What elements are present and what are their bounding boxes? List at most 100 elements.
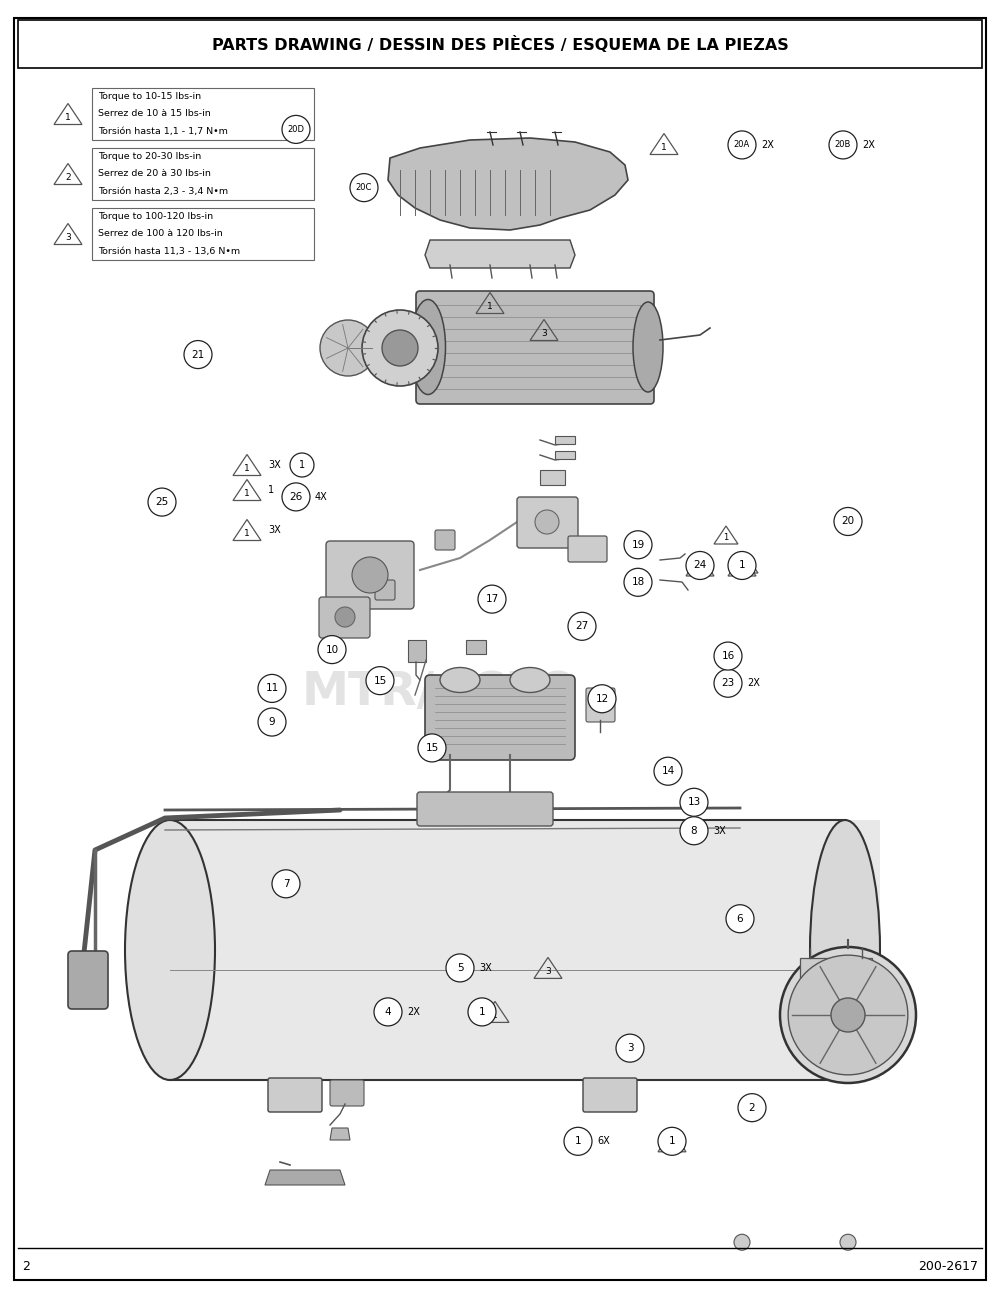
Bar [170, 820, 880, 1080]
Text: 2: 2 [22, 1259, 30, 1272]
Ellipse shape [510, 668, 550, 692]
Text: 1: 1 [244, 489, 250, 498]
Circle shape [840, 1234, 856, 1250]
Text: 2: 2 [65, 172, 71, 181]
Text: 10: 10 [325, 644, 339, 655]
Text: 11: 11 [265, 683, 279, 694]
Text: 9: 9 [269, 717, 275, 727]
Text: 4X: 4X [315, 492, 328, 502]
Circle shape [382, 330, 418, 366]
Bar [540, 470, 565, 485]
Bar [92, 88, 314, 140]
Text: 1: 1 [697, 564, 703, 573]
Text: 1: 1 [669, 1136, 675, 1146]
Circle shape [780, 947, 916, 1083]
Text: 2X: 2X [862, 140, 875, 150]
Text: 1: 1 [575, 1136, 581, 1146]
Text: 20B: 20B [835, 141, 851, 149]
Circle shape [728, 131, 756, 159]
Text: 24: 24 [693, 560, 707, 571]
Text: Serrez de 10 à 15 lbs-in: Serrez de 10 à 15 lbs-in [98, 110, 211, 119]
Circle shape [535, 510, 559, 534]
Bar [555, 452, 575, 459]
Circle shape [588, 685, 616, 713]
Text: 1: 1 [669, 1140, 675, 1149]
FancyBboxPatch shape [68, 951, 108, 1009]
Bar [555, 436, 575, 444]
FancyBboxPatch shape [583, 1078, 637, 1112]
Circle shape [714, 669, 742, 697]
Text: 1: 1 [479, 1007, 485, 1017]
Text: 2X: 2X [747, 678, 760, 688]
Text: 6: 6 [737, 914, 743, 924]
Circle shape [624, 568, 652, 597]
Bar [92, 148, 314, 201]
Text: Serrez de 100 à 120 lbs-in: Serrez de 100 à 120 lbs-in [98, 229, 223, 238]
Text: 1: 1 [743, 562, 749, 571]
Circle shape [568, 612, 596, 641]
Text: 3: 3 [65, 233, 71, 242]
Bar [408, 641, 426, 663]
Circle shape [366, 666, 394, 695]
Circle shape [831, 998, 865, 1033]
Circle shape [726, 905, 754, 933]
Bar [466, 641, 486, 653]
Bar [800, 958, 872, 980]
Text: Torque to 100-120 lbs-in: Torque to 100-120 lbs-in [98, 212, 213, 221]
Text: 1: 1 [739, 560, 745, 571]
Circle shape [446, 954, 474, 982]
Text: 14: 14 [661, 766, 675, 776]
FancyBboxPatch shape [425, 675, 575, 760]
Circle shape [686, 551, 714, 580]
Circle shape [184, 340, 212, 369]
Circle shape [282, 115, 310, 144]
Text: 15: 15 [373, 675, 387, 686]
Text: 20C: 20C [356, 184, 372, 192]
Text: 1: 1 [487, 302, 493, 311]
Circle shape [362, 311, 438, 386]
Text: 19: 19 [631, 540, 645, 550]
Text: 25: 25 [155, 497, 169, 507]
Text: 3: 3 [545, 967, 551, 976]
Text: 20D: 20D [288, 126, 304, 133]
Circle shape [728, 551, 756, 580]
Circle shape [352, 556, 388, 593]
Polygon shape [388, 138, 628, 230]
Circle shape [654, 757, 682, 785]
Circle shape [829, 131, 857, 159]
Text: 1: 1 [65, 113, 71, 122]
Text: 13: 13 [687, 797, 701, 807]
Circle shape [258, 674, 286, 703]
Text: 15: 15 [425, 743, 439, 753]
FancyBboxPatch shape [568, 536, 607, 562]
Circle shape [282, 483, 310, 511]
FancyBboxPatch shape [416, 291, 654, 404]
Text: Torsión hasta 11,3 - 13,6 N•m: Torsión hasta 11,3 - 13,6 N•m [98, 247, 240, 256]
Text: Serrez de 20 à 30 lbs-in: Serrez de 20 à 30 lbs-in [98, 170, 211, 179]
Text: 3X: 3X [268, 459, 281, 470]
FancyBboxPatch shape [517, 497, 578, 547]
Text: 8: 8 [691, 826, 697, 836]
Text: 7: 7 [283, 879, 289, 889]
FancyBboxPatch shape [586, 688, 615, 722]
Circle shape [335, 607, 355, 628]
Polygon shape [330, 1128, 350, 1140]
Text: Torsión hasta 2,3 - 3,4 N•m: Torsión hasta 2,3 - 3,4 N•m [98, 186, 228, 195]
Circle shape [148, 488, 176, 516]
Text: 27: 27 [575, 621, 589, 631]
Text: 3X: 3X [713, 826, 726, 836]
Text: 17: 17 [485, 594, 499, 604]
Circle shape [788, 955, 908, 1075]
Circle shape [658, 1127, 686, 1156]
Text: Torque to 10-15 lbs-in: Torque to 10-15 lbs-in [98, 92, 201, 101]
Text: PARTS DRAWING / DESSIN DES PIÈCES / ESQUEMA DE LA PIEZAS: PARTS DRAWING / DESSIN DES PIÈCES / ESQU… [212, 35, 788, 53]
Ellipse shape [125, 820, 215, 1080]
Circle shape [350, 173, 378, 202]
Text: 5: 5 [457, 963, 463, 973]
Text: 2: 2 [749, 1102, 755, 1113]
Text: 1: 1 [268, 485, 274, 496]
Text: 1: 1 [299, 459, 305, 470]
Text: MTR/ACFO: MTR/ACFO [302, 670, 578, 714]
Polygon shape [425, 239, 575, 268]
Circle shape [734, 1234, 750, 1250]
